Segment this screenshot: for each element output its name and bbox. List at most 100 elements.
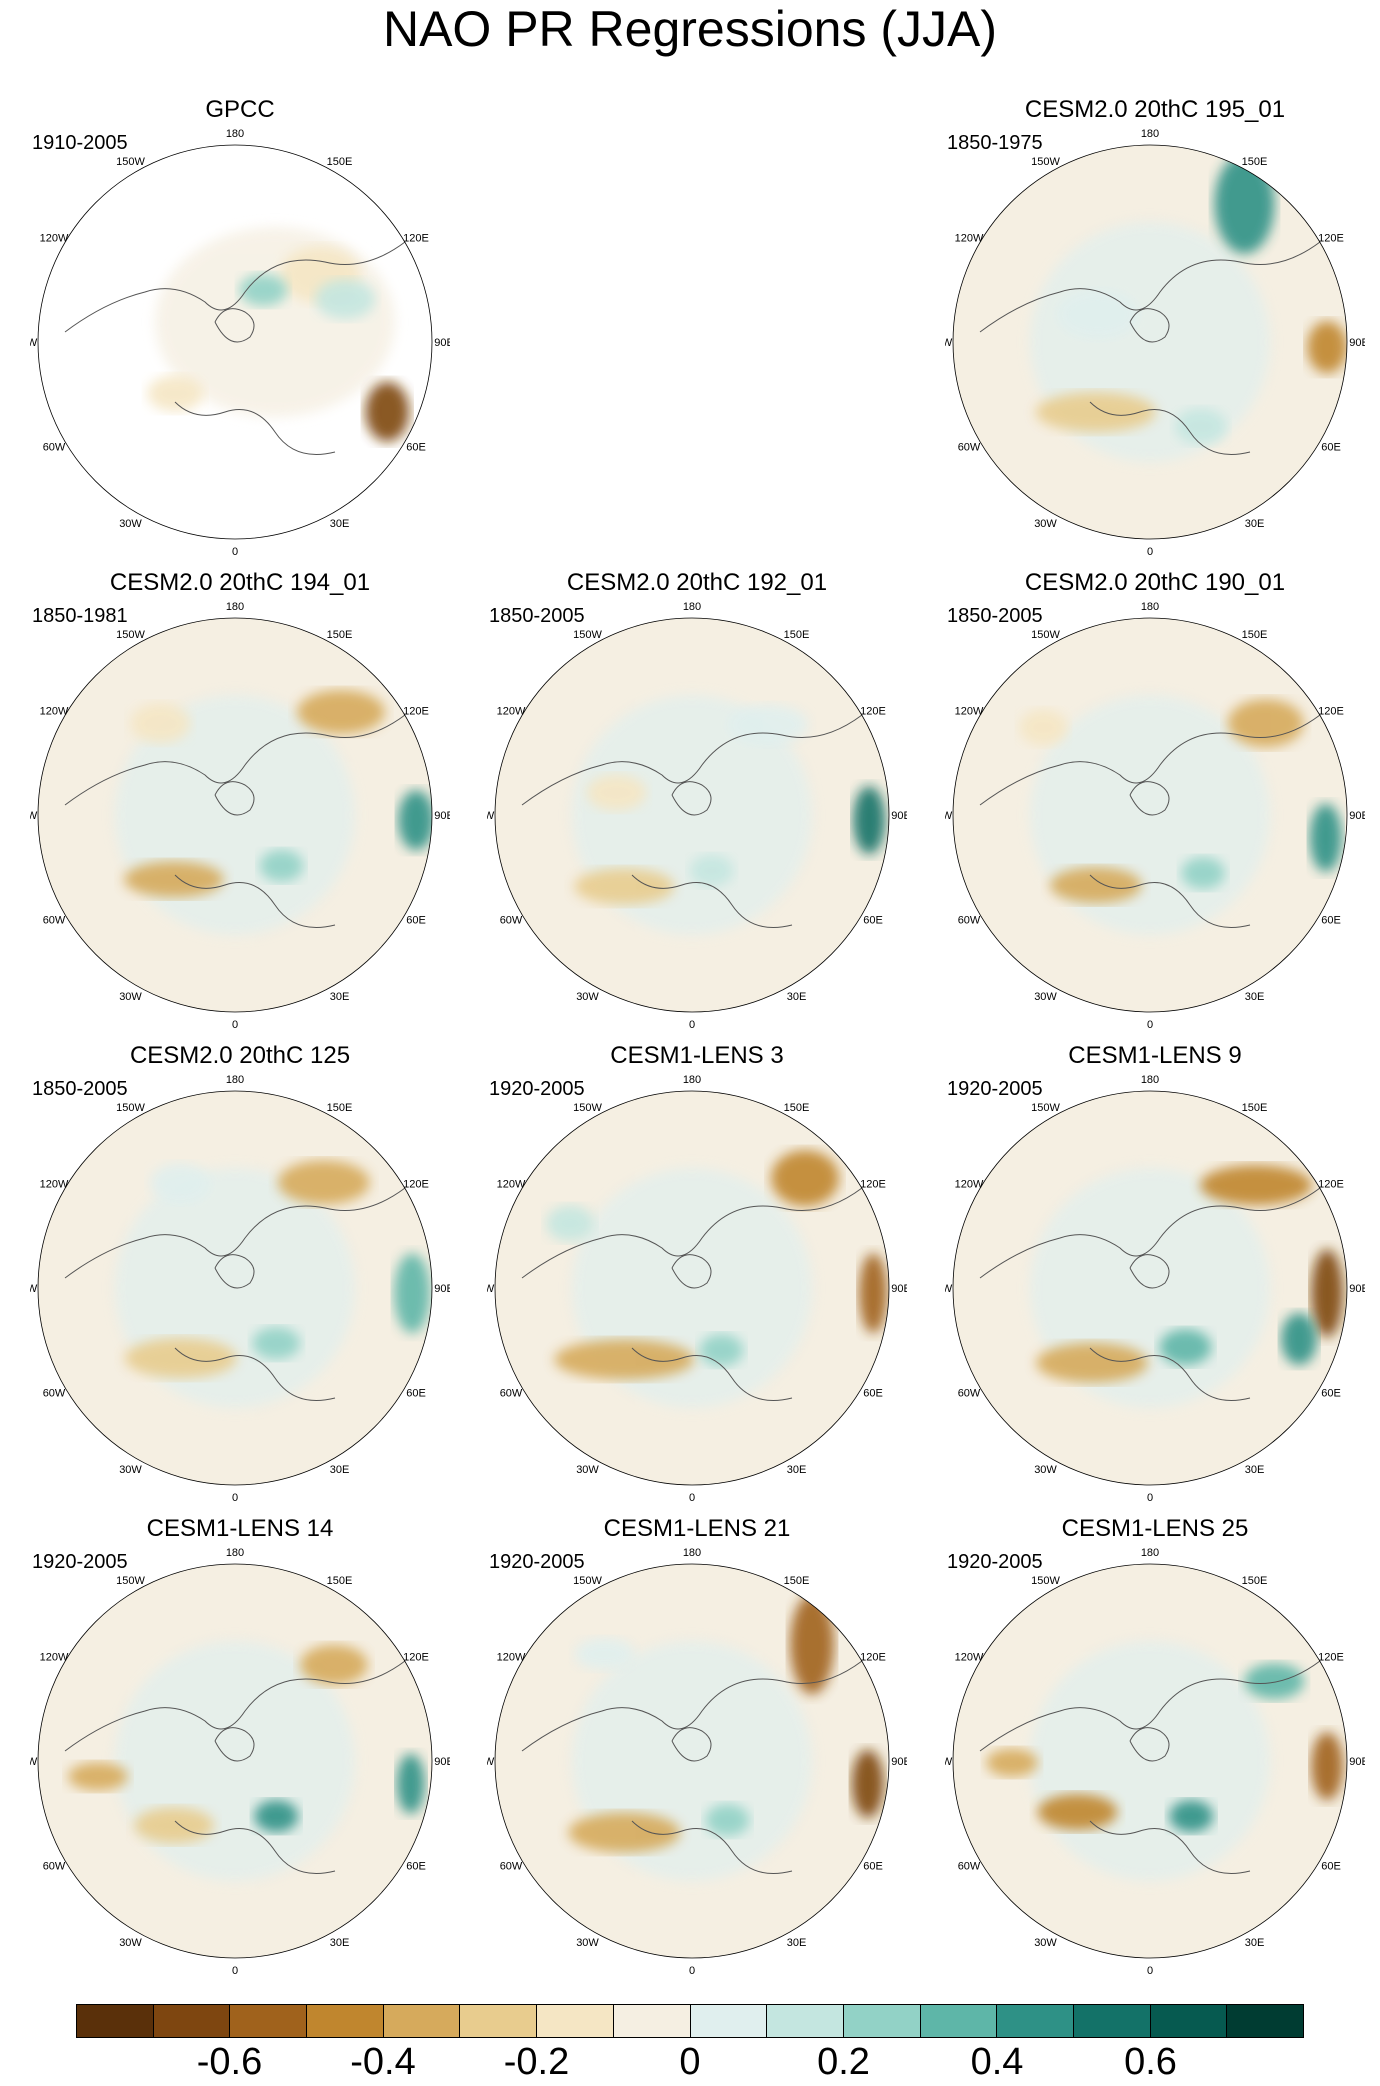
panel-title: CESM2.0 20thC 192_01	[566, 569, 828, 596]
polar-map: 180 150E 120E 90E 60E 30E 0 30W 60W 90W 120W 150W	[945, 128, 1365, 558]
polar-map: 180 150E 120E 90E 60E 30E 0 30W 60W 90W 120W 150W	[30, 1547, 450, 1977]
longitude-label: 180	[226, 1547, 244, 1559]
longitude-label: 120W	[40, 233, 69, 245]
longitude-label: 150W	[1031, 156, 1060, 168]
longitude-label: 60W	[500, 1388, 523, 1400]
longitude-label: 150E	[327, 629, 353, 641]
panel-period: 1920-2005	[489, 1551, 585, 1573]
longitude-label: 0	[232, 1492, 238, 1504]
colorbar-segment	[1073, 2005, 1151, 2037]
map-border	[37, 144, 433, 540]
colorbar-segment	[613, 2005, 691, 2037]
longitude-label: 90W	[30, 337, 38, 349]
panel-title: GPCC	[205, 96, 275, 123]
field-pattern	[586, 774, 647, 811]
longitude-label: 180	[1141, 1547, 1159, 1559]
longitude-label: 90W	[487, 810, 495, 822]
map-panel: CESM2.0 20thC 190_01 1850-2005 180 150E 120E…	[945, 568, 1365, 1038]
longitude-label: 180	[683, 1547, 701, 1559]
longitude-label: 90W	[487, 1756, 495, 1768]
colorbar-tick-label: 0.6	[1124, 2041, 1177, 2083]
coastlines	[64, 1187, 406, 1401]
map-border	[37, 1090, 433, 1486]
polar-map: 180 150E 120E 90E 60E 30E 0 30W 60W 90W 120W 150W	[487, 1547, 907, 1977]
map-border	[494, 1090, 890, 1486]
longitude-label: 0	[232, 1965, 238, 1977]
longitude-label: 120W	[955, 1652, 984, 1664]
field-pattern	[277, 1160, 370, 1205]
longitude-label: 30W	[119, 1937, 142, 1949]
field-pattern	[705, 1804, 750, 1837]
longitude-label: 90E	[434, 1283, 450, 1295]
map-border	[952, 617, 1348, 1013]
longitude-label: 30E	[330, 991, 350, 1003]
polar-map: 180 150E 120E 90E 60E 30E 0 30W 60W 90W 120W 150W	[30, 128, 450, 558]
longitude-label: 150W	[573, 1575, 602, 1587]
longitude-label: 120E	[1318, 1652, 1344, 1664]
longitude-label: 30W	[119, 991, 142, 1003]
panel-period: 1920-2005	[489, 1078, 585, 1100]
longitude-label: 120W	[955, 233, 984, 245]
longitude-label: 30E	[787, 1937, 807, 1949]
polar-map: 180 150E 120E 90E 60E 30E 0 30W 60W 90W 120W 150W	[945, 601, 1365, 1031]
longitude-label: 60W	[958, 442, 981, 454]
map-panel: CESM1-LENS 14 1920-2005 180 150E 120E 90E 60E 3…	[30, 1514, 450, 1984]
panel-period: 1920-2005	[947, 1078, 1043, 1100]
longitude-label: 30E	[1245, 991, 1265, 1003]
colorbar-segment	[153, 2005, 231, 2037]
colorbar-segment	[997, 2005, 1074, 2037]
field-pattern	[239, 274, 288, 307]
panel-title: CESM1-LENS 14	[146, 1515, 334, 1542]
longitude-label: 90E	[434, 1756, 450, 1768]
longitude-label: 90E	[891, 1756, 907, 1768]
longitude-label: 30W	[119, 1464, 142, 1476]
field-pattern	[68, 1762, 128, 1791]
field-pattern	[299, 1644, 368, 1685]
longitude-label: 0	[1147, 1492, 1153, 1504]
longitude-label: 60W	[958, 1388, 981, 1400]
longitude-label: 120E	[860, 1179, 886, 1191]
longitude-label: 150E	[784, 629, 810, 641]
map-border	[952, 144, 1348, 540]
panel-period: 1850-2005	[32, 1078, 128, 1100]
longitude-label: 150E	[327, 156, 353, 168]
longitude-label: 150E	[784, 1102, 810, 1114]
longitude-label: 120W	[955, 706, 984, 718]
longitude-label: 150W	[116, 156, 145, 168]
longitude-label: 60E	[406, 915, 426, 927]
map-panel: GPCC 1910-2005 180 150E 120E 90E 60E 30E 0 30W 60W…	[30, 95, 450, 565]
field-pattern	[546, 1205, 595, 1242]
longitude-label: 60E	[863, 1388, 883, 1400]
longitude-label: 60W	[500, 1861, 523, 1873]
field-pattern	[1174, 408, 1227, 445]
field-pattern	[728, 704, 809, 745]
longitude-label: 30E	[787, 1464, 807, 1476]
map-panel: CESM1-LENS 25 1920-2005 180 150E 120E 90E 60E 3…	[945, 1514, 1365, 1984]
longitude-label: 180	[1141, 601, 1159, 613]
coastlines	[521, 1187, 863, 1401]
coastlines	[979, 714, 1321, 928]
field-pattern	[1307, 321, 1347, 374]
longitude-label: 0	[689, 1019, 695, 1031]
longitude-label: 60E	[406, 442, 426, 454]
colorbar	[76, 2004, 1304, 2038]
longitude-label: 120W	[40, 1652, 69, 1664]
field-pattern	[1281, 1313, 1318, 1365]
panel-title: CESM1-LENS 21	[603, 1515, 791, 1542]
longitude-label: 180	[683, 601, 701, 613]
field-pattern	[1311, 1732, 1344, 1801]
longitude-label: 30W	[119, 518, 142, 530]
longitude-label: 60E	[1321, 1861, 1341, 1873]
longitude-label: 180	[1141, 1074, 1159, 1086]
map-panel: CESM2.0 20thC 194_01 1850-1981 180 150E 120E…	[30, 568, 450, 1038]
field-pattern	[1311, 1249, 1344, 1338]
longitude-label: 90W	[30, 1283, 38, 1295]
field-pattern	[1169, 1800, 1214, 1833]
longitude-label: 30E	[1245, 518, 1265, 530]
longitude-label: 0	[1147, 1019, 1153, 1031]
colorbar-tick-label: 0.4	[970, 2041, 1024, 2083]
coastlines	[979, 1187, 1321, 1401]
longitude-label: 150E	[784, 1575, 810, 1587]
field-pattern	[1036, 1342, 1149, 1383]
